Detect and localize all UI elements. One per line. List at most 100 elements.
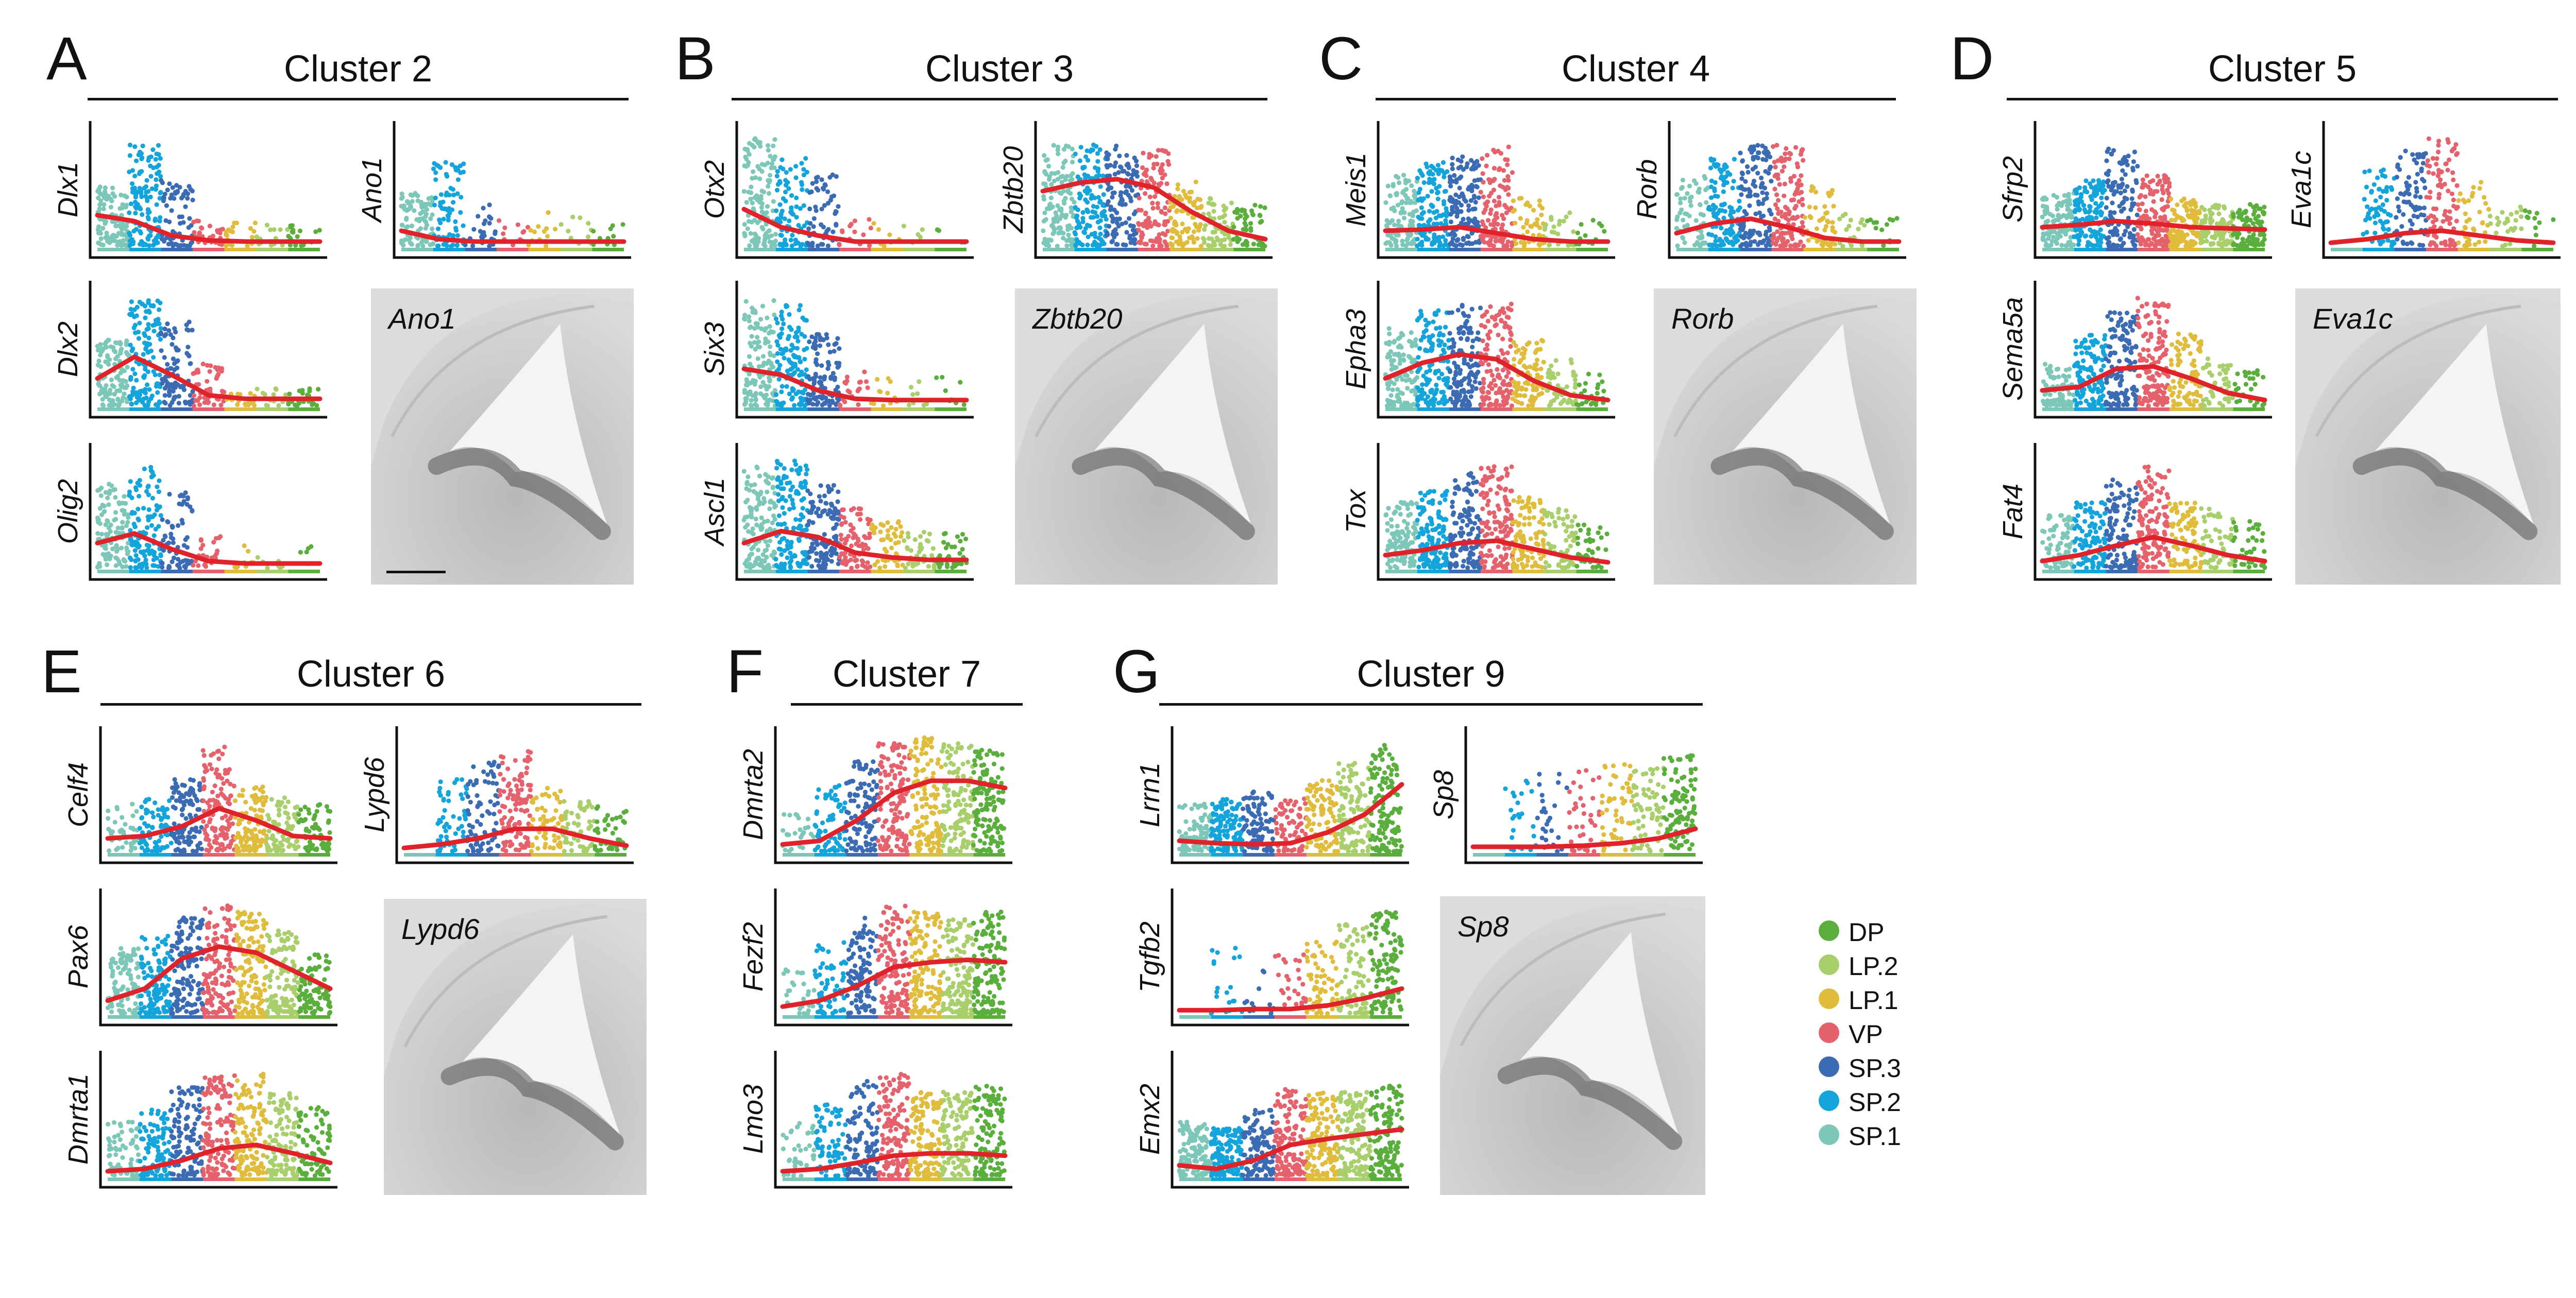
point [795, 338, 801, 344]
point [893, 534, 898, 539]
point [1442, 170, 1447, 176]
point [1452, 361, 1457, 366]
point [167, 236, 173, 242]
point [741, 469, 747, 474]
point [97, 564, 103, 569]
point [748, 324, 753, 330]
point [1771, 232, 1776, 237]
point [1426, 237, 1431, 242]
point [137, 493, 142, 499]
point [423, 212, 429, 217]
point [187, 216, 192, 221]
point [1117, 153, 1122, 159]
panel-letter-g: G [1113, 638, 1160, 706]
point [1781, 236, 1786, 242]
point [408, 192, 413, 197]
point [753, 397, 758, 402]
point [818, 499, 823, 504]
point [127, 153, 132, 158]
point [1439, 389, 1444, 395]
point [1086, 158, 1091, 163]
point [742, 388, 748, 394]
point [1425, 194, 1430, 199]
point [1123, 190, 1128, 195]
point [1129, 188, 1134, 193]
point [1388, 193, 1393, 198]
point [1774, 143, 1780, 148]
point [1505, 174, 1511, 179]
point [771, 513, 776, 518]
point [1415, 236, 1420, 242]
point [1110, 195, 1115, 200]
point [775, 359, 780, 364]
point [885, 390, 890, 396]
point [761, 393, 766, 398]
point [1097, 147, 1103, 152]
point [1409, 183, 1414, 189]
point [110, 185, 115, 191]
point [1497, 195, 1502, 200]
point [463, 242, 468, 248]
category-strip-sp1 [97, 248, 129, 251]
point [1483, 201, 1488, 207]
point [741, 518, 747, 523]
point [1468, 198, 1473, 203]
point [811, 378, 817, 383]
point [438, 192, 444, 197]
point [128, 565, 133, 570]
point [1461, 216, 1466, 222]
point [570, 214, 575, 219]
point [787, 391, 792, 397]
point [133, 553, 139, 558]
point [803, 550, 808, 555]
point [142, 185, 147, 191]
point [940, 374, 945, 380]
point [172, 361, 177, 366]
point [1502, 178, 1507, 183]
point [1884, 222, 1889, 227]
point [1579, 222, 1584, 227]
point [305, 392, 310, 398]
point [276, 403, 281, 408]
point [776, 492, 781, 497]
point [1158, 168, 1163, 173]
point [845, 388, 851, 394]
point [132, 174, 138, 179]
point [141, 530, 146, 535]
point [176, 401, 181, 406]
point [185, 196, 190, 201]
point [767, 506, 772, 511]
brain-section-drawing [1440, 896, 1705, 1195]
point [1692, 243, 1698, 248]
category-strip-sp2 [433, 248, 465, 251]
point [1747, 190, 1753, 195]
point [811, 504, 817, 509]
point [1753, 184, 1758, 189]
point [121, 238, 126, 243]
point [105, 519, 110, 524]
point [1136, 228, 1141, 233]
point [165, 321, 170, 327]
point [1183, 192, 1188, 197]
point [1451, 377, 1456, 382]
point [1840, 244, 1845, 249]
point [252, 220, 258, 226]
point [285, 227, 290, 232]
point [1455, 237, 1461, 242]
point [1168, 205, 1173, 210]
point [1396, 218, 1401, 224]
point [1435, 163, 1440, 168]
point [1739, 192, 1744, 197]
point [1436, 343, 1442, 348]
point [1478, 190, 1483, 195]
point [558, 222, 564, 227]
point [1386, 401, 1391, 406]
point [154, 183, 159, 189]
trend-line [95, 531, 323, 566]
point [1436, 308, 1441, 313]
point [430, 226, 435, 231]
point [793, 462, 799, 467]
point [481, 206, 486, 211]
point [291, 228, 296, 233]
point [755, 548, 761, 553]
